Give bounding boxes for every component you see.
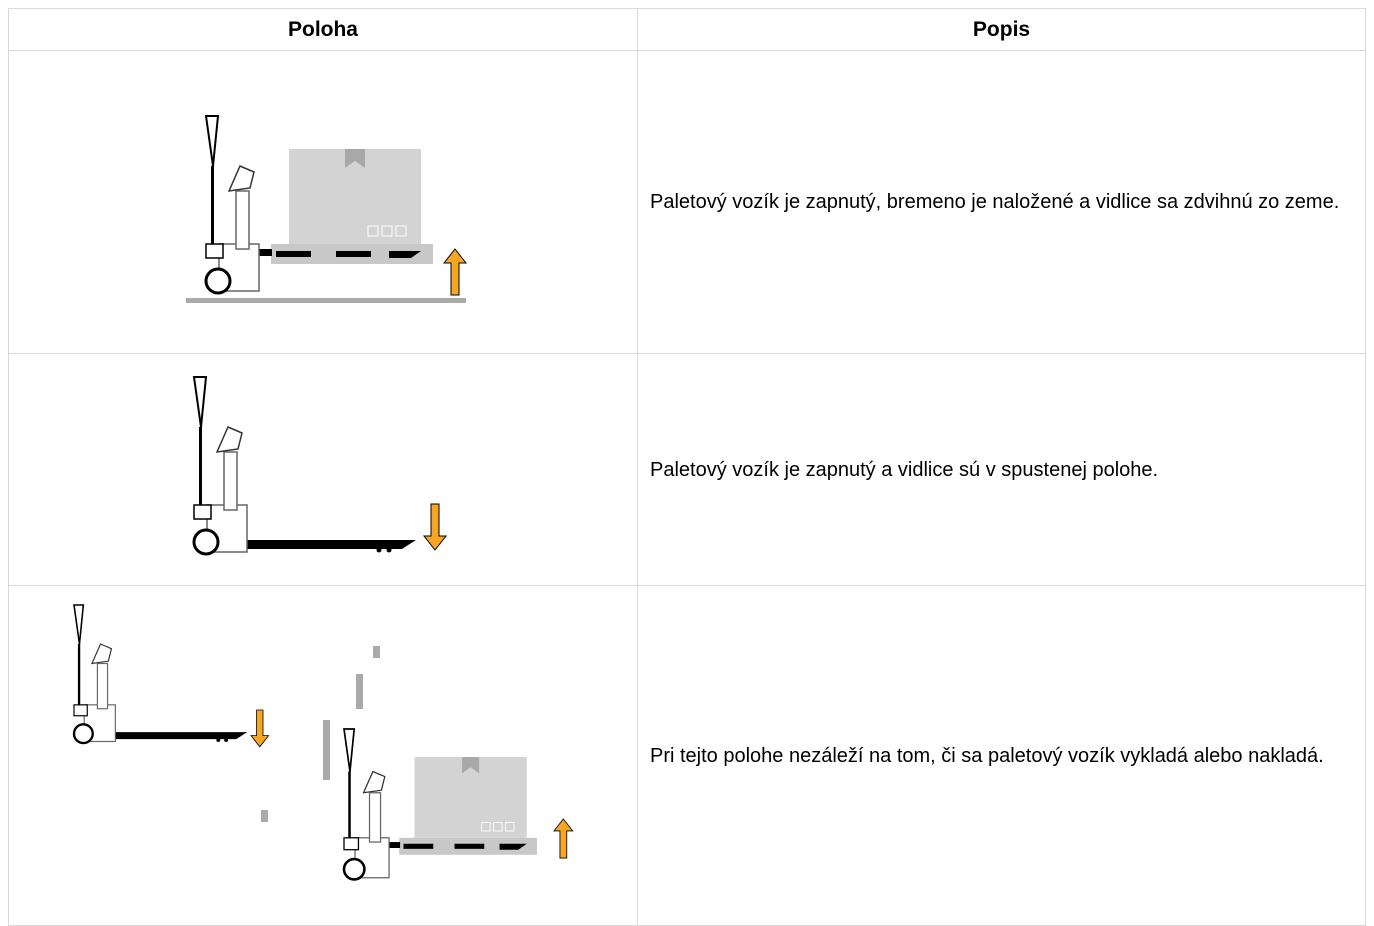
illustration	[9, 354, 447, 585]
header-cell: Poloha	[8, 8, 638, 51]
row: Paletový vozík je zapnutý a vidlice sú v…	[8, 353, 1366, 586]
row: Pri tejto polohe nezáleží na tom, či sa …	[8, 585, 1366, 926]
description: Paletový vozík je zapnutý, bremeno je na…	[637, 50, 1366, 354]
table: Poloha Popis Paletový vozík je zapnutý, …	[8, 8, 1366, 926]
illustration-cell	[8, 50, 638, 354]
illustration-cell	[8, 353, 638, 586]
row: Paletový vozík je zapnutý, bremeno je na…	[8, 50, 1366, 354]
illustration	[186, 51, 467, 303]
header-row: Poloha Popis	[8, 8, 1366, 51]
description: Pri tejto polohe nezáleží na tom, či sa …	[637, 585, 1366, 926]
illustration-cell	[8, 585, 638, 926]
header-cell: Popis	[637, 8, 1366, 51]
description: Paletový vozík je zapnutý a vidlice sú v…	[637, 353, 1366, 586]
illustration	[9, 586, 574, 925]
